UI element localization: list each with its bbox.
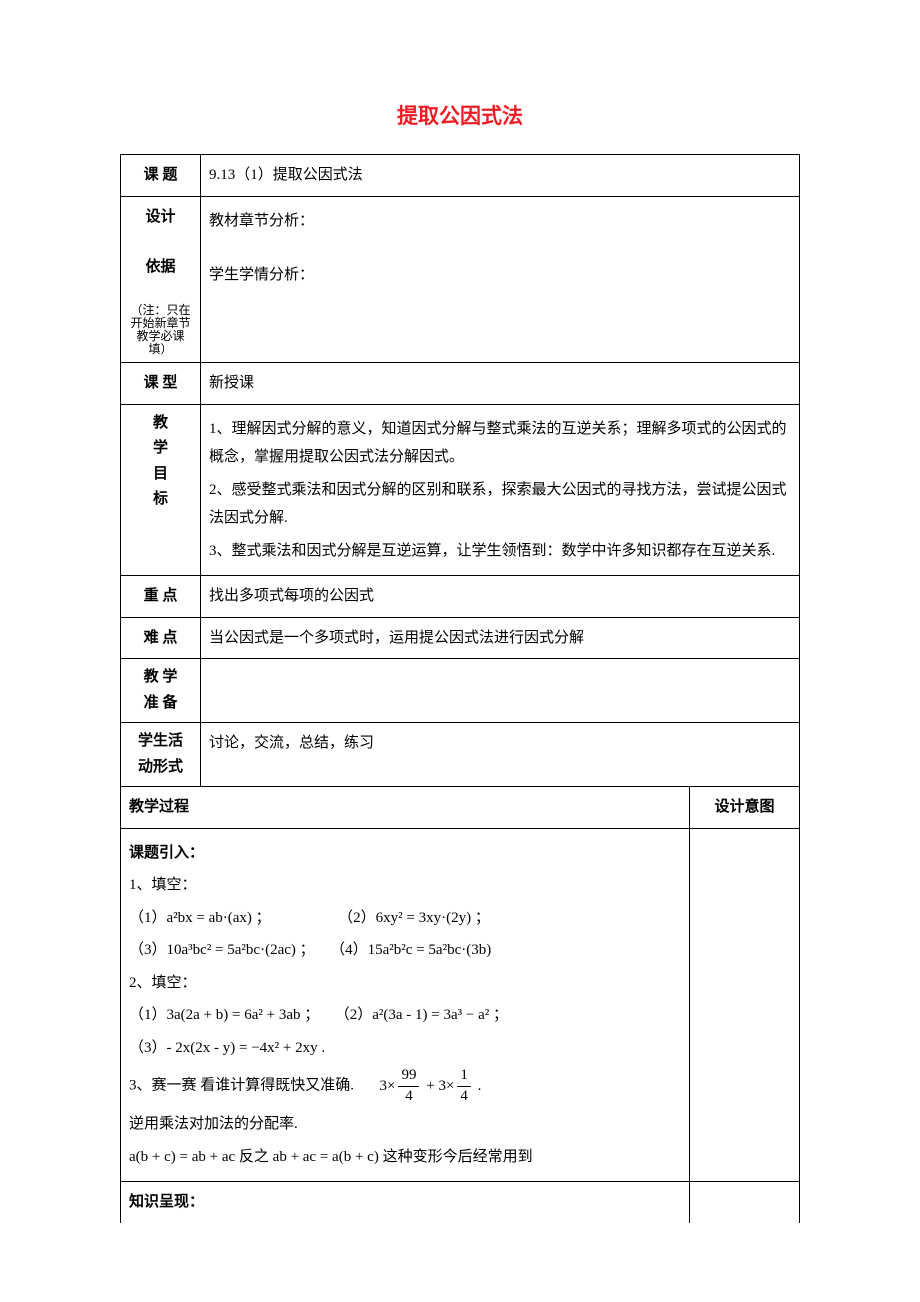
fraction-2: 14 [457,1066,471,1106]
table-row: 设计 依据 （注：只在开始新章节教学必课填） 教材章节分析： 学生学情分析： [121,196,800,363]
lesson-plan-table: 课 题 9.13（1）提取公因式法 设计 依据 （注：只在开始新章节教学必课填）… [120,154,800,1223]
frac1-num: 99 [398,1066,419,1087]
eq2b: （2）a²(3a - 1) = 3a³ − a² ； [335,1007,508,1023]
goal-label-1: 教 [129,411,192,437]
race-row: 3、赛一赛 看谁计算得既快又准确. 3×994 + 3×14 . [129,1066,681,1106]
design-basis-value: 教材章节分析： 学生学情分析： [201,196,800,363]
eq1c: （3）10a³bc² = 5a²bc·(2ac) ； [129,942,315,958]
key-label: 重 点 [121,576,201,618]
activity-label-1: 学生活 [129,729,192,755]
design-label-part1: 设计 [129,203,192,232]
table-row: 教 学 准 备 [121,659,800,723]
intro-content: 课题引入： 1、填空： （1）a²bx = ab·(ax) ； （2）6xy² … [121,828,690,1182]
frac2-den: 4 [457,1087,471,1107]
eq1d: （4）15a²b²c = 5a²bc·(3b) [330,942,491,958]
goal-value: 1、理解因式分解的意义，知道因式分解与整式乘法的互逆关系；理解多项式的公因式的概… [201,404,800,576]
goal-item-2: 2、感受整式乘法和因式分解的区别和联系，探索最大公因式的寻找方法，尝试提公因式法… [209,476,791,533]
activity-label-2: 动形式 [129,755,192,781]
goal-label: 教 学 目 标 [121,404,201,576]
table-row: 课 题 9.13（1）提取公因式法 [121,155,800,197]
equation-row-3: （1）3a(2a + b) = 6a² + 3ab ； （2）a²(3a - 1… [129,1001,681,1030]
table-row: 难 点 当公因式是一个多项式时，运用提公因式法进行因式分解 [121,617,800,659]
table-row: 重 点 找出多项式每项的公因式 [121,576,800,618]
goal-label-3: 目 [129,462,192,488]
fill1-label: 1、填空： [129,871,681,900]
design-intent-label: 设计意图 [689,787,799,829]
design-basis-label: 设计 依据 （注：只在开始新章节教学必课填） [121,196,201,363]
key-value: 找出多项式每项的公因式 [201,576,800,618]
activity-value: 讨论，交流，总结，练习 [201,723,800,787]
reverse-equation: a(b + c) = ab + ac 反之 ab + ac = a(b + c)… [129,1143,681,1172]
goal-label-4: 标 [129,487,192,513]
prep-label-2: 准 备 [129,691,192,717]
eq1b: （2）6xy² = 3xy·(2y) ； [338,910,490,926]
frac2-num: 1 [457,1066,471,1087]
table-row: 教 学 目 标 1、理解因式分解的意义，知道因式分解与整式乘法的互逆关系；理解多… [121,404,800,576]
textbook-analysis: 教材章节分析： [209,207,791,236]
table-row: 课 型 新授课 [121,363,800,405]
eq1a: （1）a²bx = ab·(ax) ； [129,910,271,926]
equation-row-1: （1）a²bx = ab·(ax) ； （2）6xy² = 3xy·(2y) ； [129,904,681,933]
type-value: 新授课 [201,363,800,405]
eq2c: （3）- 2x(2x - y) = −4x² + 2xy . [129,1034,681,1063]
prep-label: 教 学 准 备 [121,659,201,723]
design-note: （注：只在开始新章节教学必课填） [129,304,192,357]
frac1-den: 4 [398,1087,419,1107]
document-title: 提取公因式法 [120,100,800,130]
goal-item-3: 3、整式乘法和因式分解是互逆运算，让学生领悟到：数学中许多知识都存在互逆关系. [209,537,791,566]
knowledge-heading: 知识呈现： [121,1182,690,1223]
table-row: 课题引入： 1、填空： （1）a²bx = ab·(ax) ； （2）6xy² … [121,828,800,1182]
race-mid: + 3× [422,1078,454,1094]
table-row: 学生活 动形式 讨论，交流，总结，练习 [121,723,800,787]
difficulty-value: 当公因式是一个多项式时，运用提公因式法进行因式分解 [201,617,800,659]
intro-heading: 课题引入： [129,839,681,868]
prep-value [201,659,800,723]
goal-label-2: 学 [129,436,192,462]
topic-label: 课 题 [121,155,201,197]
prep-label-1: 教 学 [129,665,192,691]
eq2a: （1）3a(2a + b) = 6a² + 3ab ； [129,1007,319,1023]
fill2-label: 2、填空： [129,969,681,998]
race-label: 3、赛一赛 看谁计算得既快又准确. [129,1078,354,1094]
design-intent-cell-2 [689,1182,799,1223]
topic-value: 9.13（1）提取公因式法 [201,155,800,197]
reverse-label: 逆用乘法对加法的分配率. [129,1110,681,1139]
race-prefix: 3× [380,1078,396,1094]
equation-row-2: （3）10a³bc² = 5a²bc·(2ac) ； （4）15a²b²c = … [129,936,681,965]
type-label: 课 型 [121,363,201,405]
race-suffix: . [474,1078,482,1094]
race-expression: 3×994 + 3×14 . [380,1078,482,1094]
process-label: 教学过程 [121,787,690,829]
student-analysis: 学生学情分析： [209,261,791,290]
activity-label: 学生活 动形式 [121,723,201,787]
design-label-part2: 依据 [129,253,192,282]
table-row: 知识呈现： [121,1182,800,1223]
table-row: 教学过程 设计意图 [121,787,800,829]
goal-item-1: 1、理解因式分解的意义，知道因式分解与整式乘法的互逆关系；理解多项式的公因式的概… [209,415,791,472]
fraction-1: 994 [398,1066,419,1106]
difficulty-label: 难 点 [121,617,201,659]
design-intent-cell-1 [689,828,799,1182]
